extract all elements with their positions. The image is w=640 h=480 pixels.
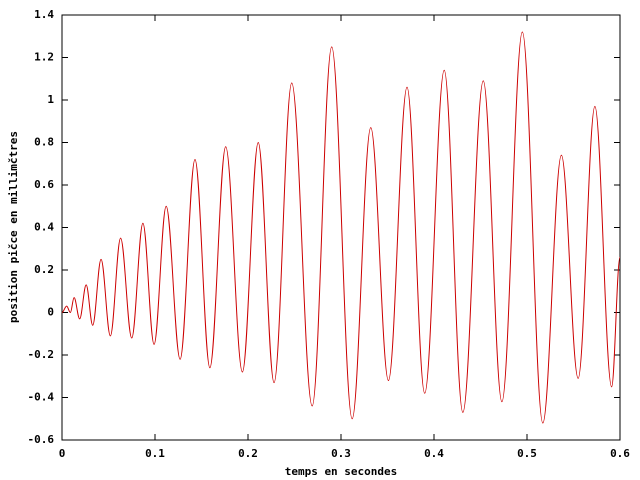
x-tick-label: 0.1: [145, 447, 165, 460]
x-tick-label: 0: [59, 447, 66, 460]
y-tick-label: -0.6: [28, 433, 55, 446]
y-tick-label: 0.8: [34, 136, 54, 149]
x-tick-label: 0.4: [424, 447, 444, 460]
x-tick-label: 0.5: [517, 447, 537, 460]
y-tick-label: 0.4: [34, 221, 54, 234]
y-tick-label: 0: [47, 306, 54, 319]
x-tick-label: 0.3: [331, 447, 351, 460]
y-tick-label: -0.4: [28, 391, 55, 404]
x-tick-label: 0.2: [238, 447, 258, 460]
x-axis-label: temps en secondes: [285, 465, 398, 478]
y-tick-label: 1: [47, 93, 54, 106]
plot-border: [61, 14, 621, 441]
data-line: [61, 31, 621, 424]
y-tick-label: -0.2: [28, 348, 55, 361]
y-tick-label: 0.2: [34, 263, 54, 276]
y-axis-label: position pičce en millimčtres: [7, 131, 20, 323]
y-tick-label: 0.6: [34, 178, 54, 191]
y-tick-label: 1.4: [34, 8, 54, 21]
y-tick-label: 1.2: [34, 51, 54, 64]
x-tick-label: 0.6: [610, 447, 630, 460]
